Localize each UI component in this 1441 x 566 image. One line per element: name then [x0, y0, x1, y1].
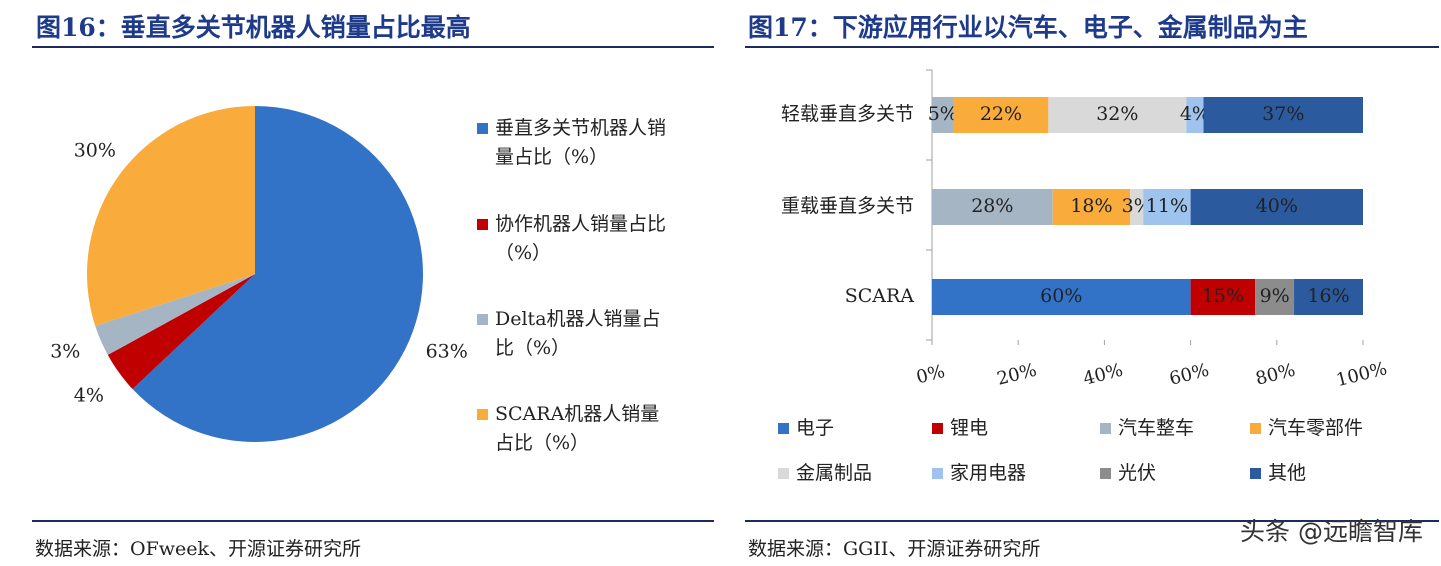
legend-swatch — [477, 219, 488, 230]
left-figure-title: 图16：垂直多关节机器人销量占比最高 — [36, 13, 471, 42]
pie-chart: 63% 4% 3% 30% — [50, 106, 468, 442]
left-source-rule — [32, 520, 714, 522]
category-label: 轻载垂直多关节 — [781, 103, 914, 125]
bar-segment — [953, 97, 1049, 133]
legend-label: 汽车整车 — [1118, 417, 1195, 439]
legend-label: 垂直多关节机器人销量占比（%） — [495, 117, 667, 168]
pie-slice — [107, 274, 255, 390]
legend-swatch — [932, 423, 943, 434]
bar-segment — [1052, 189, 1131, 225]
bar-data-label: 4% — [1180, 103, 1210, 125]
x-tick-label: 20% — [995, 360, 1039, 390]
bar-data-label: 22% — [980, 103, 1022, 125]
pie-slice — [86, 106, 255, 326]
right-source: 数据来源：GGII、开源证券研究所 — [748, 538, 1041, 560]
pie-slice — [95, 274, 255, 355]
category-label: SCARA — [845, 285, 915, 307]
bar-segment — [1294, 279, 1363, 315]
legend-swatch — [477, 314, 488, 325]
left-source: 数据来源：OFweek、开源证券研究所 — [35, 538, 362, 560]
legend-swatch — [1250, 423, 1261, 434]
x-tick-label: 80% — [1254, 360, 1298, 390]
legend-label: 家用电器 — [950, 462, 1027, 484]
category-label: 重载垂直多关节 — [781, 195, 914, 217]
pie-data-label: 63% — [426, 341, 468, 363]
legend-swatch — [477, 123, 488, 134]
legend-label: Delta机器人销量占比（%） — [495, 308, 661, 359]
bar-data-label: 16% — [1307, 285, 1349, 307]
bar-segment — [1048, 97, 1187, 133]
pie-data-label: 4% — [74, 384, 104, 406]
right-title-rule — [745, 46, 1439, 48]
left-panel: 图16：垂直多关节机器人销量占比最高 63% 4% 3% 30% 垂直多关节机器人销量… — [0, 0, 718, 566]
bar-segment — [1190, 189, 1363, 225]
legend-label: 金属制品 — [796, 462, 873, 484]
legend-label: 汽车零部件 — [1268, 417, 1364, 439]
bar-data-label: 32% — [1096, 103, 1138, 125]
bar-data-label: 11% — [1146, 195, 1188, 217]
legend-label: 锂电 — [950, 417, 989, 439]
legend-swatch — [778, 423, 789, 434]
bar-data-label: 5% — [928, 103, 958, 125]
x-tick-label: 0% — [914, 361, 947, 388]
bar-segment — [932, 97, 954, 133]
pie-slice — [132, 106, 423, 442]
left-title-rule — [32, 46, 714, 48]
bar-segment — [1190, 279, 1256, 315]
bar-segment — [932, 279, 1191, 315]
right-panel: 图17：下游应用行业以汽车、电子、金属制品为主 0% 20% 40% 60% 80% 10… — [745, 0, 1441, 566]
legend-swatch — [1100, 468, 1111, 479]
legend-label: 光伏 — [1118, 462, 1157, 484]
bar-data-label: 37% — [1262, 103, 1304, 125]
pie-data-label: 3% — [50, 341, 80, 363]
legend-label: SCARA机器人销量占比（%） — [495, 403, 660, 454]
bar-data-label: 9% — [1260, 285, 1290, 307]
bar-segment — [932, 189, 1053, 225]
watermark: 头条 @远瞻智库 — [1240, 517, 1423, 546]
legend-swatch — [1250, 468, 1261, 479]
legend-swatch — [477, 409, 488, 420]
bar-segment — [1143, 189, 1191, 225]
legend-label: 其他 — [1268, 462, 1307, 484]
bar-data-label: 15% — [1202, 285, 1244, 307]
pie-data-label: 30% — [74, 140, 116, 162]
bar-segment — [1203, 97, 1363, 133]
bar-data-label: 28% — [971, 195, 1013, 217]
legend-swatch — [1100, 423, 1111, 434]
x-tick-label: 40% — [1081, 360, 1125, 390]
bar-segment — [1130, 189, 1144, 225]
legend-label: 协作机器人销量占比（%） — [495, 213, 667, 264]
bar-segment — [1255, 279, 1295, 315]
legend-label: 电子 — [796, 417, 835, 439]
x-tick-label: 60% — [1167, 360, 1211, 390]
bar-data-label: 40% — [1256, 195, 1298, 217]
x-tick-label: 100% — [1334, 358, 1389, 391]
bar-segment — [1186, 97, 1204, 133]
right-source-rule — [745, 520, 1439, 522]
legend-swatch — [932, 468, 943, 479]
right-figure-title: 图17：下游应用行业以汽车、电子、金属制品为主 — [748, 13, 1308, 42]
bar-data-label: 60% — [1040, 285, 1082, 307]
bar-data-label: 18% — [1070, 195, 1112, 217]
legend-swatch — [778, 468, 789, 479]
